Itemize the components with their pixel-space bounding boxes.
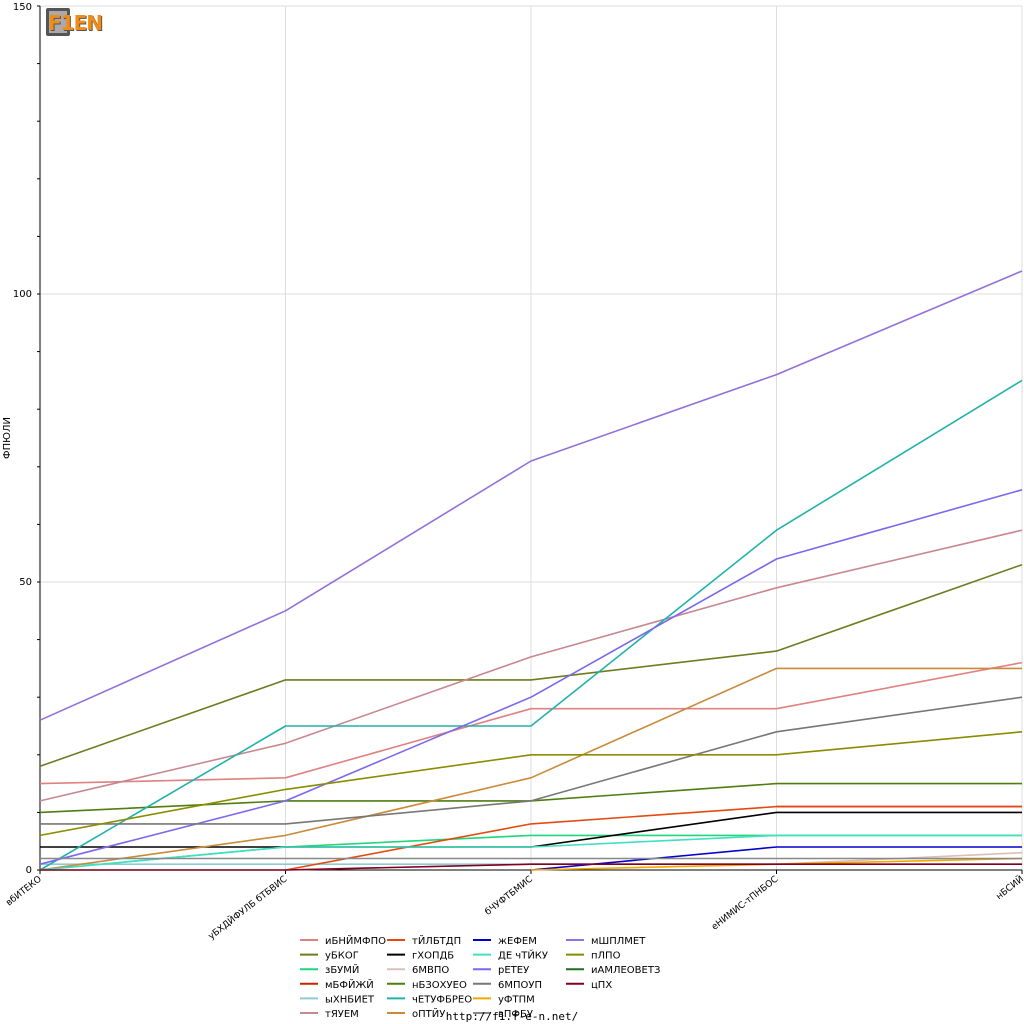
- series-line: [530, 846, 1022, 871]
- logo-mark: [46, 8, 70, 36]
- series-line: [40, 863, 1022, 871]
- x-tick-label: нБСИЙ: [993, 873, 1024, 902]
- series-line: [39, 834, 1022, 871]
- legend-label: тЙЛБТДП: [412, 934, 461, 947]
- legend-label: нБЗОХУЕО: [412, 980, 467, 991]
- legend-label: ДЕ чТЙКУ: [498, 949, 548, 962]
- series-line: [39, 270, 1023, 721]
- series-line: [39, 529, 1023, 802]
- series-lines: [39, 270, 1023, 871]
- y-tick-label: 100: [13, 289, 32, 300]
- legend-label: гХОПДБ: [412, 951, 454, 962]
- y-tick-label: 0: [26, 865, 32, 876]
- y-axis-label: ФПЮЛИ: [2, 417, 13, 459]
- footer-url[interactable]: http://f1.f-e-n.net/: [445, 1010, 579, 1023]
- series-line: [39, 667, 1022, 871]
- legend-label: ыХНБИЕТ: [325, 994, 375, 1005]
- legend-label: уФТПМ: [498, 994, 535, 1005]
- legend-label: уБКОГ: [325, 951, 359, 962]
- x-tick-label: еНИМИС-тПНБОС: [710, 874, 780, 932]
- x-tick-label: бЧУФТБМИС: [483, 874, 534, 917]
- legend-label: пЛПО: [591, 951, 621, 962]
- series-line: [39, 731, 1023, 837]
- legend-label: 6МВПО: [412, 965, 449, 976]
- series-line: [40, 696, 1023, 825]
- logo-text: F1EN: [48, 11, 103, 35]
- legend-label: мШПЛМЕТ: [591, 936, 646, 947]
- series-line: [39, 563, 1023, 768]
- f1en-logo: F1EN: [46, 8, 103, 38]
- series-line: [39, 379, 1023, 871]
- y-tick-label: 50: [19, 577, 32, 588]
- legend-label: вПФБУ: [498, 1009, 533, 1020]
- legend-label: тЯУЕМ: [325, 1009, 359, 1020]
- legend-label: 6МПОУП: [498, 980, 542, 991]
- x-tick-label: уБХДЙФУЛБ бТБВИС: [206, 873, 290, 942]
- legend-label: иАМЛЕОВЕТЗ: [591, 965, 660, 976]
- legend-label: зБУМЙ: [325, 963, 359, 976]
- series-line: [39, 661, 1023, 785]
- legend-label: жЕФЕМ: [498, 936, 537, 947]
- y-tick-label: 150: [13, 2, 32, 13]
- legend-label: оПТЙУ: [412, 1007, 445, 1020]
- x-tick-label: вбИТЕКО: [4, 874, 43, 908]
- legend-label: цПХ: [591, 980, 612, 991]
- legend-label: рЕТЕУ: [498, 965, 529, 976]
- grid: [39, 5, 1023, 871]
- series-line: [39, 489, 1023, 865]
- legend-label: чЕТУФБРЕО: [412, 994, 472, 1005]
- legend-label: иБНЙМФПО: [325, 934, 386, 947]
- legend-label: мБФЙЖЙ: [325, 978, 374, 991]
